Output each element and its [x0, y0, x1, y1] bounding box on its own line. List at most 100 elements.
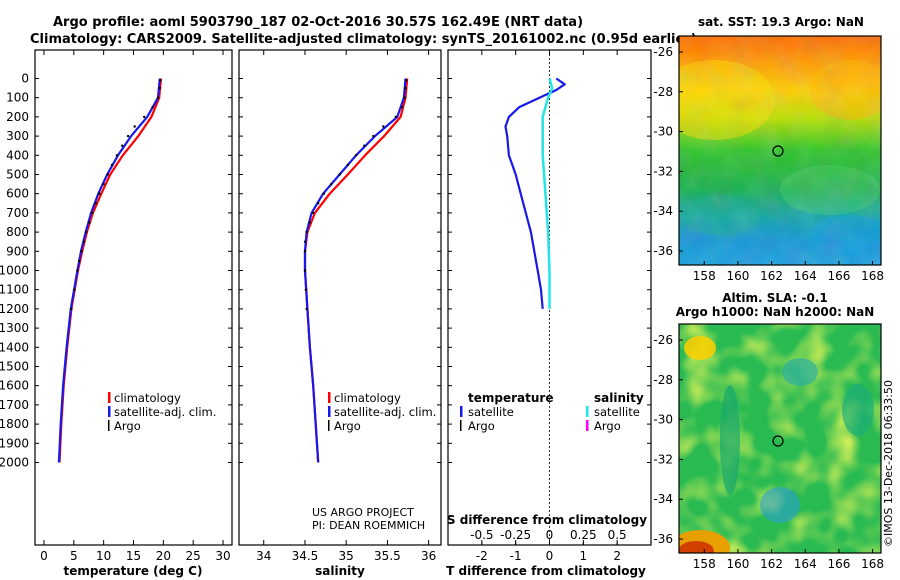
temperature-panel-frame	[34, 49, 233, 546]
argo-data-point	[322, 192, 326, 195]
sla-map-subtitle: Argo h1000: NaN h2000: NaN	[676, 305, 875, 319]
lat-tick-label: -28	[653, 85, 673, 99]
legend-swatch-satellite	[108, 406, 111, 417]
argo-data-point	[156, 96, 160, 99]
difference-legend-salinity: salinity satellite Argo	[586, 391, 644, 433]
legend-label-t-argo: Argo	[468, 419, 495, 433]
x-tick-label: 34	[256, 549, 271, 563]
legend-swatch-argo	[108, 420, 110, 431]
pressure-tick-label: 500	[6, 168, 29, 182]
s-difference-axis-label: S difference from climatology	[447, 513, 647, 527]
s-tick-label: -0.5	[470, 528, 493, 542]
lon-tick-label: 166	[827, 557, 850, 571]
argo-data-point	[94, 202, 98, 205]
salinity-series	[303, 78, 409, 463]
difference-series	[504, 77, 566, 309]
s-tick-label: 0.25	[570, 528, 597, 542]
s-tick-label: -0.25	[500, 528, 531, 542]
argo-location-marker	[772, 145, 784, 157]
pressure-tick-label: 1100	[0, 283, 29, 297]
temperature-axis: 0 5 10 15 20 25 30	[35, 50, 232, 563]
argo-data-point	[304, 288, 307, 291]
figure-title-line2: Climatology: CARS2009. Satellite-adjuste…	[30, 32, 697, 47]
t-difference-axis-label: T difference from climatology	[446, 564, 646, 578]
difference-profile-panel: -2 -1 0 1 2 -0.5 -0.25 0 0.25 0.5 T difference f…	[446, 49, 652, 578]
pressure-tick-label: 400	[6, 148, 29, 162]
pi-credit: PI: DEAN ROEMMICH	[312, 519, 425, 532]
pressure-axis: 0 100 200 300 400 500 600 700 800 900 1000 1100 1200…	[0, 72, 29, 470]
argo-data-point	[91, 211, 94, 215]
lat-tick-label: -34	[653, 204, 673, 218]
argo-data-point	[151, 106, 154, 109]
argo-data-point	[78, 259, 81, 263]
pressure-tick-label: 1700	[0, 398, 29, 412]
argo-data-point	[338, 173, 341, 176]
x-tick-label: 35.5	[374, 549, 401, 563]
argo-data-point	[330, 182, 333, 186]
x-tick-label: 0	[40, 549, 48, 563]
s-difference-axis: -0.5 -0.25 0 0.25 0.5	[470, 528, 627, 545]
project-credit: US ARGO PROJECT	[312, 506, 414, 519]
sst-map-frame	[678, 35, 882, 266]
legend-swatch-s-satellite	[586, 406, 589, 417]
x-tick-label: 10	[96, 549, 111, 563]
temperature-legend: climatology satellite-adj. clim. Argo	[108, 391, 216, 433]
sla-map-frame	[678, 323, 882, 554]
argo-data-point	[346, 163, 349, 167]
argo-data-point	[133, 125, 136, 128]
x-tick-label: -1	[510, 549, 522, 563]
lon-tick-label: 160	[726, 269, 749, 283]
argo-data-point	[85, 230, 88, 234]
argo-data-point	[73, 288, 76, 291]
lat-tick-label: -34	[653, 492, 673, 506]
lat-tick-label: -26	[653, 333, 673, 347]
argo-data-point	[403, 96, 406, 99]
lon-tick-label: 168	[861, 557, 884, 571]
figure-title-line1: Argo profile: aoml 5903790_187 02-Oct-20…	[53, 15, 583, 30]
argo-data-point	[312, 211, 315, 215]
sla-map-title: Altim. SLA: -0.1	[722, 291, 828, 305]
legend-swatch-satellite	[328, 406, 331, 417]
pressure-tick-label: 700	[6, 206, 29, 220]
lat-tick-label: -32	[653, 164, 673, 178]
legend-label-climatology: climatology	[114, 391, 181, 405]
argo-data-point	[308, 221, 312, 224]
lon-tick-label: 164	[794, 557, 817, 571]
argo-data-point	[126, 134, 130, 138]
difference-legend-temperature: temperature satellite Argo	[460, 391, 553, 433]
salinity-axis: 34 34.5 35 35.5 36	[239, 50, 441, 563]
legend-label-argo: Argo	[334, 419, 361, 433]
legend-label-s-satellite: satellite	[594, 405, 640, 419]
pressure-tick-label: 300	[6, 129, 29, 143]
argo-data-point	[80, 250, 83, 253]
series-line-temperature-satellite	[504, 77, 566, 309]
legend-swatch-s-argo	[586, 420, 589, 431]
legend-label-satellite: satellite-adj. clim.	[114, 405, 216, 419]
temperature-profile-panel: 0100200300400500600700800900100011001200…	[0, 49, 233, 578]
pressure-tick-label: 900	[6, 244, 29, 258]
lon-tick-label: 168	[861, 269, 884, 283]
pressure-tick-label: 1400	[0, 340, 29, 354]
legend-swatch-climatology	[108, 392, 111, 403]
argo-data-point	[303, 250, 307, 253]
argo-data-point	[143, 115, 146, 119]
argo-data-point	[158, 86, 161, 90]
sst-map: sat. SST: 19.3 Argo: NaN 158 160 162 164 166…	[653, 15, 884, 283]
argo-data-point	[110, 163, 114, 167]
argo-data-point	[76, 269, 79, 272]
pressure-tick-label: 1500	[0, 360, 29, 374]
lon-tick-label: 166	[827, 269, 850, 283]
argo-data-point	[401, 106, 404, 109]
argo-data-point	[305, 230, 308, 234]
sla-field	[679, 324, 881, 553]
pressure-tick-label: 1800	[0, 417, 29, 431]
pressure-tick-label: 1300	[0, 321, 29, 335]
t-difference-axis: -2 -1 0 1 2	[448, 50, 651, 563]
lon-tick-label: 158	[693, 269, 716, 283]
x-tick-label: 30	[215, 549, 230, 563]
argo-data-point	[382, 125, 385, 128]
legend-label-argo: Argo	[114, 419, 141, 433]
pressure-tick-label: 1600	[0, 379, 29, 393]
sla-map-axes: 158 160 162 164 166 168 -26 -28 -30 -32 -34 -36	[653, 333, 884, 571]
s-tick-label: 0.5	[608, 528, 627, 542]
